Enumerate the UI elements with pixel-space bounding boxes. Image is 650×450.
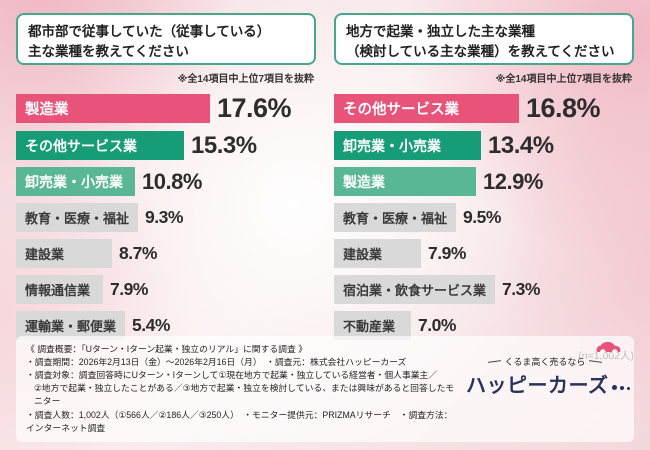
category-bar: 運輸業・郵便業 [16,311,126,340]
category-bar: その他サービス業 [334,94,519,123]
title-line: 都市部で従事していた（従事している） [28,24,271,39]
value-label: 15.3% [191,131,257,159]
survey-line: 《 調査概要：「Uターン・Iターン起業・独立のリアル」に関する調査 》 [26,343,308,354]
title-line: （検討している主な業種）を教えてください [346,43,615,59]
value-label: 17.6% [217,93,292,123]
category-bar: 不動産業 [334,311,411,340]
category-bar: 製造業 [334,167,476,196]
survey-line: ・調査期間：2026年2月13日（金）～2026年2月16日（月） ・調査元：株… [26,356,407,367]
value-label: 7.3% [502,279,540,299]
category-label: 建設業 [25,247,65,262]
brand-logo: くるま高く売るなら ハッピーカーズ [466,340,630,398]
value-label: 16.8% [526,93,601,123]
value-label: 13.4% [488,131,554,159]
bar-row: 宿泊業・飲食サービス業 7.3% [334,275,634,304]
rural-panel-title: 地方で起業・独立した主な業種 （検討している主な業種）を教えてください [334,13,634,65]
category-bar: 製造業 [16,94,210,123]
category-label: 製造業 [25,102,69,118]
survey-line: ・調査人数：1,002人（①566人／②186人／③250人） ・モニター提供元… [26,409,453,433]
title-line: 主な業種を教えてください [28,43,189,59]
category-bar: 情報通信業 [16,275,103,304]
category-label: 建設業 [343,247,383,262]
category-bar: その他サービス業 [16,131,184,160]
urban-industries-panel: 都市部で従事していた（従事している） 主な業種を教えてください ※全14項目中上… [16,13,316,340]
category-bar: 教育・医療・福祉 [334,203,457,232]
category-label: その他サービス業 [25,137,137,154]
value-label: 8.7% [119,243,157,263]
motion-dot [626,386,630,390]
bar-row: 不動産業 7.0% [334,311,634,340]
category-label: 製造業 [343,173,385,190]
bar-row: その他サービス業 15.3% [16,131,316,160]
urban-panel-title: 都市部で従事していた（従事している） 主な業種を教えてください [16,13,316,65]
bar-row: 建設業 8.7% [16,239,316,268]
category-label: その他サービス業 [343,102,459,118]
category-label: 運輸業・郵便業 [25,319,117,334]
urban-bar-chart: 製造業 17.6% その他サービス業 15.3% 卸売業・小売業 10.8% 教育・医療・福… [16,93,316,340]
car-icon [594,340,622,361]
category-label: 不動産業 [343,319,396,334]
excerpt-note: ※全14項目中上位7項目を抜粋 [177,74,314,85]
brand-name: ハッピーカーズ [466,374,609,397]
value-label: 7.9% [428,243,466,263]
value-label: 9.3% [145,207,183,227]
value-label: 10.8% [142,168,202,194]
category-bar: 建設業 [334,239,421,268]
category-label: 情報通信業 [25,283,91,298]
motion-dot [619,385,624,390]
category-label: 教育・医療・福祉 [343,211,448,226]
value-label: 9.5% [463,207,501,227]
value-label: 7.0% [418,315,456,335]
title-line: 地方で起業・独立した主な業種 [346,24,535,39]
bar-row: 情報通信業 7.9% [16,275,316,304]
brand-tagline: くるま高く売るなら [466,355,624,368]
bar-row: 卸売業・小売業 10.8% [16,167,316,196]
category-label: 卸売業・小売業 [343,137,441,154]
survey-footer: 《 調査概要：「Uターン・Iターン起業・独立のリアル」に関する調査 》 ・調査期… [16,335,634,442]
value-label: 7.9% [110,279,148,299]
category-label: 卸売業・小売業 [25,173,123,190]
bar-row: その他サービス業 16.8% [334,93,634,124]
bar-row: 教育・医療・福祉 9.3% [16,203,316,232]
motion-dot [611,384,617,390]
bar-row: 製造業 12.9% [334,167,634,196]
rural-industries-panel: 地方で起業・独立した主な業種 （検討している主な業種）を教えてください ※全14… [334,13,634,362]
survey-line: ②地方で起業・独立したことがある／③地方で起業・独立を検討している、または興味が… [34,383,455,407]
brand-name-row: ハッピーカーズ [466,369,630,398]
category-bar: 宿泊業・飲食サービス業 [334,275,496,304]
category-bar: 卸売業・小売業 [334,131,481,160]
category-bar: 建設業 [16,239,112,268]
excerpt-note: ※全14項目中上位7項目を抜粋 [495,74,632,85]
survey-notes: 《 調査概要：「Uターン・Iターン起業・独立のリアル」に関する調査 》 ・調査期… [26,343,456,435]
bar-row: 卸売業・小売業 13.4% [334,131,634,160]
comparison-panels: 都市部で従事していた（従事している） 主な業種を教えてください ※全14項目中上… [16,13,634,362]
category-bar: 教育・医療・福祉 [16,203,139,232]
bar-row: 運輸業・郵便業 5.4% [16,311,316,340]
category-label: 宿泊業・飲食サービス業 [343,283,487,298]
bar-row: 製造業 17.6% [16,93,316,124]
value-label: 12.9% [483,168,543,194]
value-label: 5.4% [132,315,170,335]
category-label: 教育・医療・福祉 [25,211,130,226]
bar-row: 建設業 7.9% [334,239,634,268]
survey-line: ・調査対象：調査回答時にUターン・Iターンして①現在地方で起業・独立している経営… [26,370,438,381]
rural-bar-chart: その他サービス業 16.8% 卸売業・小売業 13.4% 製造業 12.9% 教育・医療・福… [334,93,634,340]
category-bar: 卸売業・小売業 [16,167,135,196]
bar-row: 教育・医療・福祉 9.5% [334,203,634,232]
